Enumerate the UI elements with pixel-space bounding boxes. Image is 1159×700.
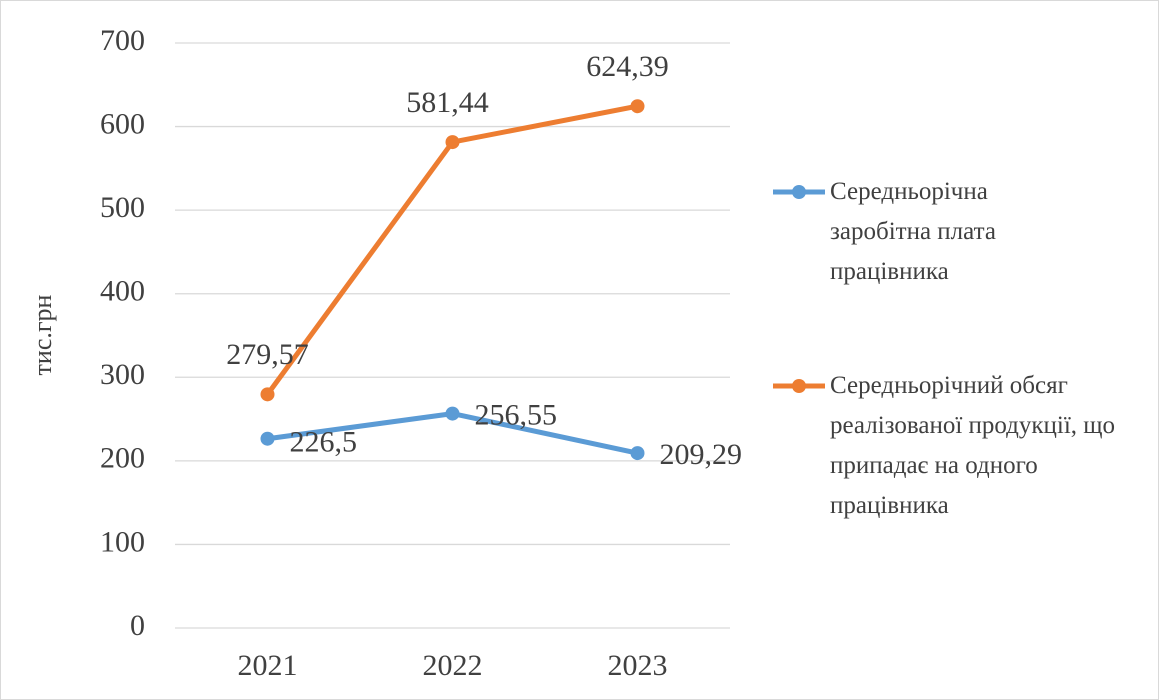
point-marker bbox=[630, 99, 645, 114]
y-tick-label: 300 bbox=[100, 358, 145, 391]
y-tick-label: 100 bbox=[100, 525, 145, 558]
y-tick-label: 700 bbox=[100, 24, 145, 57]
y-tick-label: 500 bbox=[100, 191, 145, 224]
data-label: 226,5 bbox=[290, 426, 358, 459]
legend-label: Середньорічний обсяг реалізованої продук… bbox=[830, 372, 1116, 519]
y-tick-label: 200 bbox=[100, 442, 145, 475]
x-tick-label: 2022 bbox=[423, 649, 483, 682]
x-tick-label: 2021 bbox=[238, 649, 298, 682]
point-marker bbox=[630, 446, 645, 461]
y-tick-label: 400 bbox=[100, 275, 145, 308]
y-tick-label: 0 bbox=[130, 609, 145, 642]
data-label: 581,44 bbox=[406, 86, 489, 119]
x-tick-label: 2023 bbox=[608, 649, 668, 682]
point-marker bbox=[260, 387, 275, 402]
point-marker bbox=[445, 135, 460, 150]
data-label: 209,29 bbox=[660, 438, 743, 471]
data-label: 279,57 bbox=[226, 338, 309, 371]
legend-marker bbox=[792, 185, 806, 199]
data-label: 624,39 bbox=[586, 50, 669, 83]
point-marker bbox=[445, 406, 460, 421]
data-label: 256,55 bbox=[475, 398, 558, 431]
point-marker bbox=[260, 431, 275, 446]
y-axis-title: тис.грн bbox=[28, 294, 57, 375]
legend-marker bbox=[792, 379, 806, 393]
legend-label: Середньорічна заробітна плата працівника bbox=[830, 178, 996, 285]
y-tick-label: 600 bbox=[100, 107, 145, 140]
